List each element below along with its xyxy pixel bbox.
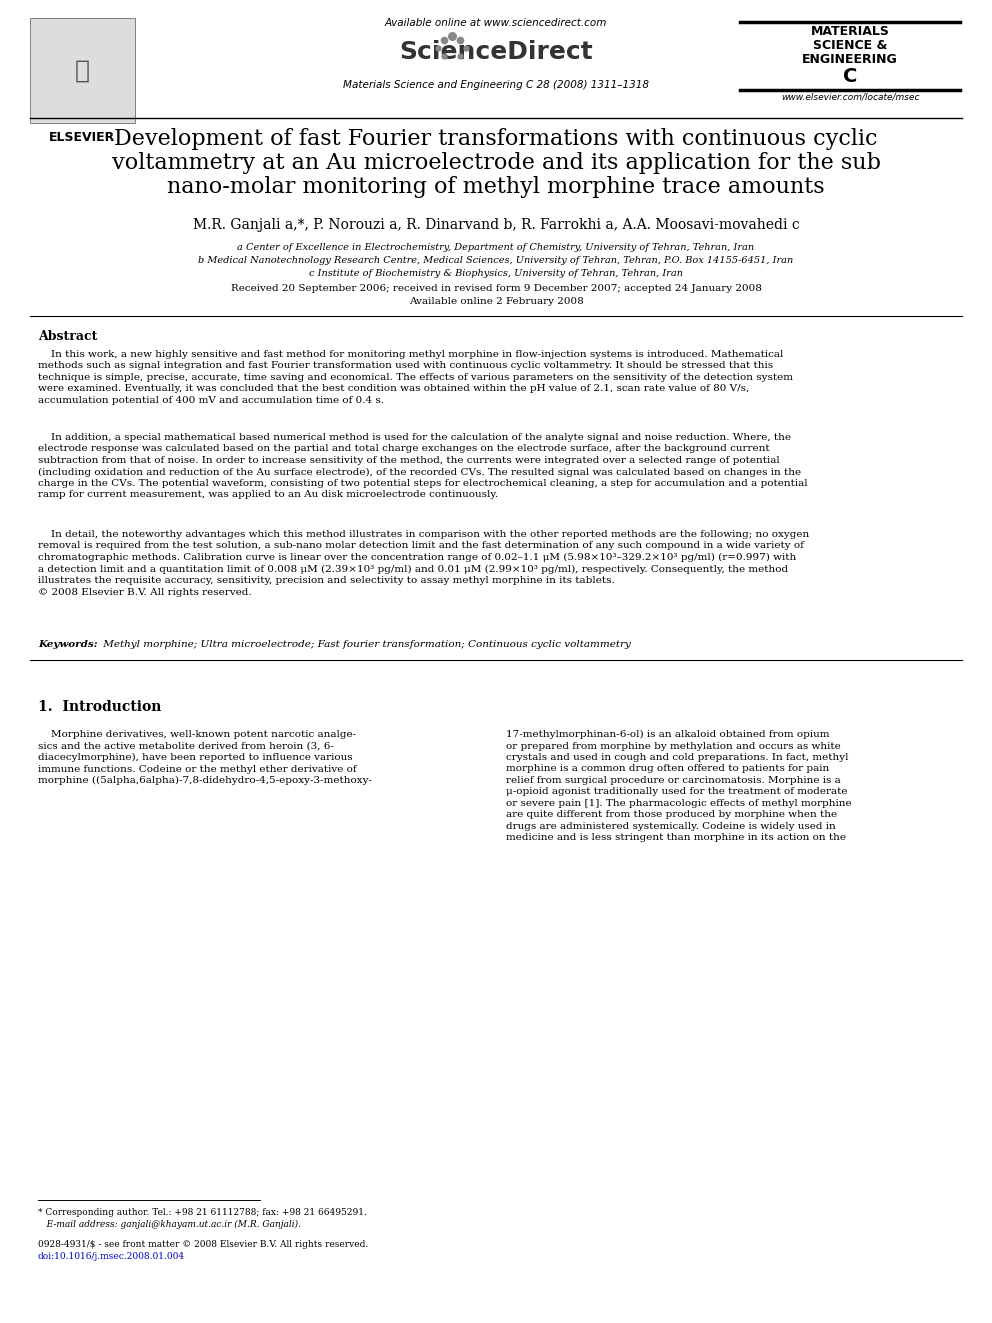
Text: Morphine derivatives, well-known potent narcotic analge-
sics and the active met: Morphine derivatives, well-known potent …	[38, 730, 372, 785]
Text: Methyl morphine; Ultra microelectrode; Fast fourier transformation; Continuous c: Methyl morphine; Ultra microelectrode; F…	[100, 640, 631, 650]
Text: ScienceDirect: ScienceDirect	[399, 40, 593, 64]
Text: 🌳: 🌳	[75, 58, 90, 82]
Text: ELSEVIER: ELSEVIER	[50, 131, 116, 144]
Text: In addition, a special mathematical based numerical method is used for the calcu: In addition, a special mathematical base…	[38, 433, 807, 499]
Text: Available online at www.sciencedirect.com: Available online at www.sciencedirect.co…	[385, 19, 607, 28]
Text: MATERIALS: MATERIALS	[810, 25, 890, 38]
Text: Abstract: Abstract	[38, 329, 97, 343]
Text: a Center of Excellence in Electrochemistry, Department of Chemistry, University : a Center of Excellence in Electrochemist…	[237, 243, 755, 251]
Text: 17-methylmorphinan-6-ol) is an alkaloid obtained from opium
or prepared from mor: 17-methylmorphinan-6-ol) is an alkaloid …	[506, 730, 851, 843]
Text: Materials Science and Engineering C 28 (2008) 1311–1318: Materials Science and Engineering C 28 (…	[343, 79, 649, 90]
Text: 0928-4931/$ - see front matter © 2008 Elsevier B.V. All rights reserved.: 0928-4931/$ - see front matter © 2008 El…	[38, 1240, 368, 1249]
Bar	[30, 19, 135, 123]
Text: c Institute of Biochemistry & Biophysics, University of Tehran, Tehran, Iran: c Institute of Biochemistry & Biophysics…	[309, 269, 683, 278]
Text: ENGINEERING: ENGINEERING	[803, 53, 898, 66]
Text: Available online 2 February 2008: Available online 2 February 2008	[409, 296, 583, 306]
Text: C: C	[843, 67, 857, 86]
Text: * Corresponding author. Tel.: +98 21 61112788; fax: +98 21 66495291.: * Corresponding author. Tel.: +98 21 611…	[38, 1208, 367, 1217]
Text: www.elsevier.com/locate/msec: www.elsevier.com/locate/msec	[781, 93, 920, 102]
Text: M.R. Ganjali a,*, P. Norouzi a, R. Dinarvand b, R. Farrokhi a, A.A. Moosavi-mova: M.R. Ganjali a,*, P. Norouzi a, R. Dinar…	[192, 218, 800, 232]
Text: voltammetry at an Au microelectrode and its application for the sub: voltammetry at an Au microelectrode and …	[111, 152, 881, 175]
Text: nano-molar monitoring of methyl morphine trace amounts: nano-molar monitoring of methyl morphine…	[168, 176, 824, 198]
Text: 1.  Introduction: 1. Introduction	[38, 700, 162, 714]
Text: In this work, a new highly sensitive and fast method for monitoring methyl morph: In this work, a new highly sensitive and…	[38, 351, 793, 405]
Text: doi:10.1016/j.msec.2008.01.004: doi:10.1016/j.msec.2008.01.004	[38, 1252, 186, 1261]
Text: Development of fast Fourier transformations with continuous cyclic: Development of fast Fourier transformati…	[114, 128, 878, 149]
Text: Received 20 September 2006; received in revised form 9 December 2007; accepted 2: Received 20 September 2006; received in …	[230, 284, 762, 292]
Text: In detail, the noteworthy advantages which this method illustrates in comparison: In detail, the noteworthy advantages whi…	[38, 531, 809, 597]
Text: SCIENCE &: SCIENCE &	[812, 38, 887, 52]
Text: b Medical Nanotechnology Research Centre, Medical Sciences, University of Tehran: b Medical Nanotechnology Research Centre…	[198, 255, 794, 265]
Text: E-mail address: ganjali@khayam.ut.ac.ir (M.R. Ganjali).: E-mail address: ganjali@khayam.ut.ac.ir …	[38, 1220, 301, 1229]
Text: Keywords:: Keywords:	[38, 640, 97, 650]
